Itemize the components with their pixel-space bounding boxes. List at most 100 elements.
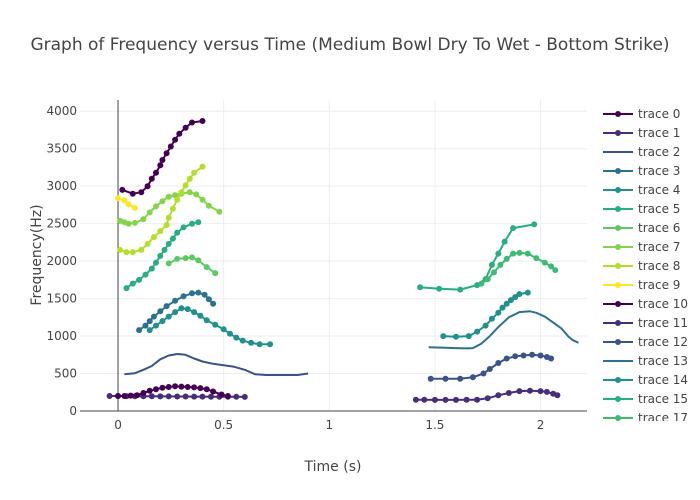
data-point[interactable] <box>440 333 447 340</box>
data-point[interactable] <box>210 388 217 395</box>
data-point[interactable] <box>161 246 168 253</box>
data-point[interactable] <box>134 392 140 399</box>
data-point[interactable] <box>131 204 138 211</box>
data-point[interactable] <box>157 162 164 169</box>
data-point[interactable] <box>115 393 121 399</box>
data-point[interactable] <box>176 130 183 137</box>
legend-item[interactable]: trace 10 <box>603 297 688 311</box>
data-point[interactable] <box>220 326 227 333</box>
data-point[interactable] <box>146 209 153 216</box>
data-point[interactable] <box>421 396 428 403</box>
data-point[interactable] <box>191 384 198 391</box>
data-point[interactable] <box>453 396 459 403</box>
data-point[interactable] <box>189 254 195 261</box>
data-point[interactable] <box>174 196 181 203</box>
data-point[interactable] <box>201 291 208 298</box>
data-point[interactable] <box>169 205 176 212</box>
data-point[interactable] <box>127 392 134 399</box>
data-point[interactable] <box>505 390 512 396</box>
data-point[interactable] <box>153 203 159 210</box>
data-point[interactable] <box>123 285 130 292</box>
data-point[interactable] <box>165 240 172 247</box>
data-point[interactable] <box>199 196 206 203</box>
data-point[interactable] <box>527 387 533 394</box>
data-point[interactable] <box>186 175 193 182</box>
data-point[interactable] <box>182 255 189 262</box>
data-point[interactable] <box>503 255 510 262</box>
data-point[interactable] <box>191 309 198 316</box>
data-point[interactable] <box>233 393 240 400</box>
data-point[interactable] <box>165 193 172 200</box>
data-point[interactable] <box>199 393 206 400</box>
data-point[interactable] <box>148 175 155 182</box>
data-point[interactable] <box>478 280 485 287</box>
data-point[interactable] <box>197 385 204 392</box>
data-point[interactable] <box>465 333 472 340</box>
data-point[interactable] <box>512 294 519 301</box>
data-point[interactable] <box>191 393 198 400</box>
data-point[interactable] <box>146 318 153 325</box>
data-point[interactable] <box>457 375 464 382</box>
data-point[interactable] <box>180 224 187 231</box>
data-point[interactable] <box>191 169 198 176</box>
data-point[interactable] <box>510 225 517 232</box>
data-point[interactable] <box>516 291 523 298</box>
data-point[interactable] <box>184 306 191 313</box>
data-point[interactable] <box>180 293 187 300</box>
data-point[interactable] <box>174 393 181 400</box>
data-point[interactable] <box>138 246 145 253</box>
data-point[interactable] <box>503 355 510 362</box>
legend-item[interactable]: trace 14 <box>603 373 688 387</box>
data-point[interactable] <box>159 318 166 325</box>
data-point[interactable] <box>163 303 170 310</box>
data-point[interactable] <box>189 290 195 297</box>
data-point[interactable] <box>248 339 255 346</box>
data-point[interactable] <box>146 387 153 394</box>
data-point[interactable] <box>205 296 212 303</box>
data-point[interactable] <box>142 271 149 278</box>
data-point[interactable] <box>182 182 189 189</box>
data-point[interactable] <box>233 334 240 341</box>
data-point[interactable] <box>195 289 202 296</box>
data-point[interactable] <box>212 321 219 328</box>
data-point[interactable] <box>140 390 147 396</box>
data-point[interactable] <box>153 322 159 329</box>
data-point[interactable] <box>182 393 189 400</box>
data-point[interactable] <box>431 396 438 403</box>
data-point[interactable] <box>119 186 126 193</box>
data-point[interactable] <box>144 183 151 190</box>
data-point[interactable] <box>463 396 470 403</box>
data-point[interactable] <box>417 284 424 291</box>
data-point[interactable] <box>524 250 531 257</box>
data-point[interactable] <box>212 270 219 277</box>
data-point[interactable] <box>497 261 504 268</box>
data-point[interactable] <box>140 216 147 223</box>
data-point[interactable] <box>482 322 489 329</box>
data-point[interactable] <box>495 250 502 257</box>
data-point[interactable] <box>531 221 538 228</box>
legend-item[interactable]: trace 0 <box>603 107 680 121</box>
legend-item[interactable]: trace 6 <box>603 221 680 235</box>
data-point[interactable] <box>516 249 523 256</box>
data-point[interactable] <box>412 396 419 403</box>
data-point[interactable] <box>165 260 172 267</box>
legend-item[interactable]: trace 7 <box>603 240 680 254</box>
data-point[interactable] <box>457 286 464 293</box>
data-point[interactable] <box>512 353 519 360</box>
data-point[interactable] <box>516 388 523 395</box>
legend-item[interactable]: trace 4 <box>603 183 680 197</box>
legend-item[interactable]: trace 17 <box>603 411 688 425</box>
data-point[interactable] <box>503 300 510 307</box>
data-point[interactable] <box>182 124 189 131</box>
data-point[interactable] <box>203 264 210 271</box>
data-point[interactable] <box>146 327 153 334</box>
data-point[interactable] <box>138 189 145 196</box>
data-point[interactable] <box>203 317 210 324</box>
data-point[interactable] <box>199 118 206 124</box>
data-point[interactable] <box>480 370 487 377</box>
legend-item[interactable]: trace 1 <box>603 126 680 140</box>
data-point[interactable] <box>148 393 155 400</box>
data-point[interactable] <box>510 250 517 257</box>
data-point[interactable] <box>165 214 172 221</box>
data-point[interactable] <box>239 337 246 344</box>
